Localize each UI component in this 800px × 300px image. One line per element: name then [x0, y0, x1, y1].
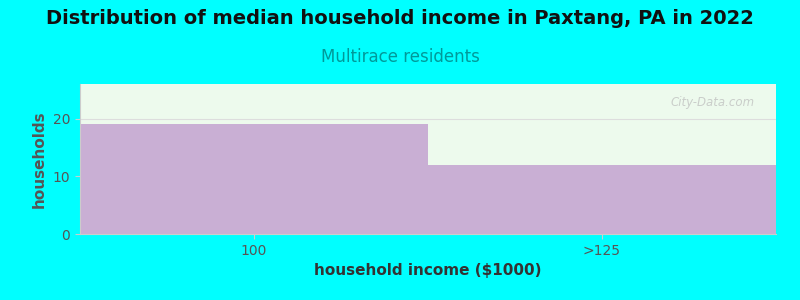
Bar — [428, 165, 776, 234]
Text: Distribution of median household income in Paxtang, PA in 2022: Distribution of median household income … — [46, 9, 754, 28]
Text: Multirace residents: Multirace residents — [321, 48, 479, 66]
Bar — [80, 124, 428, 234]
Y-axis label: households: households — [32, 110, 47, 208]
Text: City-Data.com: City-Data.com — [671, 96, 755, 109]
X-axis label: household income ($1000): household income ($1000) — [314, 263, 542, 278]
